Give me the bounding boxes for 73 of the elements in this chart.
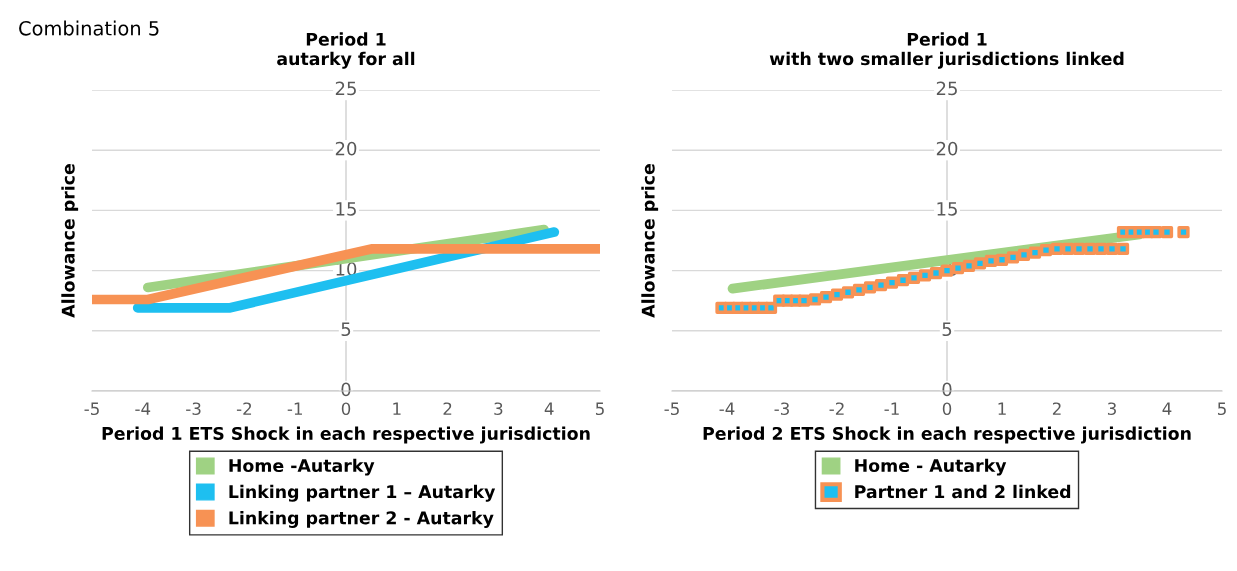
x-tick-label: -4 [135,402,151,415]
point [797,294,811,307]
x-tick-label: -2 [236,402,252,415]
point [841,286,855,299]
y-tick-label: 0 [341,382,351,397]
x-tick-label: -1 [884,402,899,415]
point [1006,251,1020,264]
y-tick-label: 0 [942,382,952,397]
y-tick-label: 25 [335,81,356,96]
x-tick-label: -5 [664,402,679,416]
x-tick-label: 3 [1107,402,1116,416]
point [1160,225,1174,239]
point [1017,248,1031,262]
y-axis-title: Allowance price [61,164,79,318]
chart-title: Period 1 autarky for all [277,32,415,69]
x-tick-label: 4 [1162,402,1172,415]
y-tick-label: 25 [936,81,957,96]
x-tick-label: -5 [84,402,99,416]
legend-label: Linking partner 2 - Autarky [229,510,494,528]
x-tick-label: 5 [595,402,604,416]
y-tick-label: 15 [336,202,356,216]
point [1039,244,1053,257]
x-tick-label: -2 [829,402,844,415]
point [863,281,877,294]
y-tick-label: 15 [937,202,957,216]
legend-label: Partner 1 and 2 linked [855,484,1071,499]
legend-label: Home -Autarky [229,458,375,476]
point [819,290,833,304]
text: Combination 5 [19,20,159,36]
point [984,254,998,268]
x-tick-label: 4 [544,402,554,415]
point [1149,225,1163,239]
point [1105,242,1119,256]
point [830,288,844,301]
point [896,274,910,287]
point [1028,246,1042,259]
y-tick-label: 5 [942,322,952,337]
x-tick-label: 2 [443,402,452,415]
point [874,278,888,292]
chart-title: Period 1 with two smaller jurisdictions linked [769,32,1124,69]
x-axis-title: Period 1 ETS Shock in each respective jurisdiction [102,426,590,444]
y-tick-label: 5 [341,322,351,337]
x-tick-label: -3 [774,402,789,416]
x-tick-label: 3 [494,402,503,416]
point [1083,242,1097,256]
point [1061,242,1075,256]
x-tick-label: -4 [719,402,735,415]
point [962,259,976,272]
x-tick-label: 1 [393,402,401,415]
x-tick-label: 2 [1052,402,1061,415]
point [1116,242,1130,256]
x-axis-title: Period 2 ETS Shock in each respective jurisdiction [703,426,1191,444]
point [852,283,866,296]
point [885,276,899,289]
point [1072,242,1086,256]
point [1050,242,1064,256]
legend-label: Linking partner 1 – Autarky [229,484,496,502]
y-tick-label: 20 [335,141,357,156]
point [764,301,778,315]
x-tick-label: 1 [998,402,1006,415]
point [907,271,921,284]
point [973,257,987,270]
x-tick-label: 5 [1217,402,1226,416]
legend-label: Home - Autarky [855,458,1007,476]
y-axis-title: Allowance price [641,164,659,318]
point [1094,242,1108,256]
x-tick-label: -1 [287,402,302,415]
x-tick-label: -3 [186,402,201,416]
point [1177,225,1190,239]
y-tick-label: 20 [936,141,958,156]
point [918,269,932,282]
point [995,253,1009,266]
point [808,293,822,306]
